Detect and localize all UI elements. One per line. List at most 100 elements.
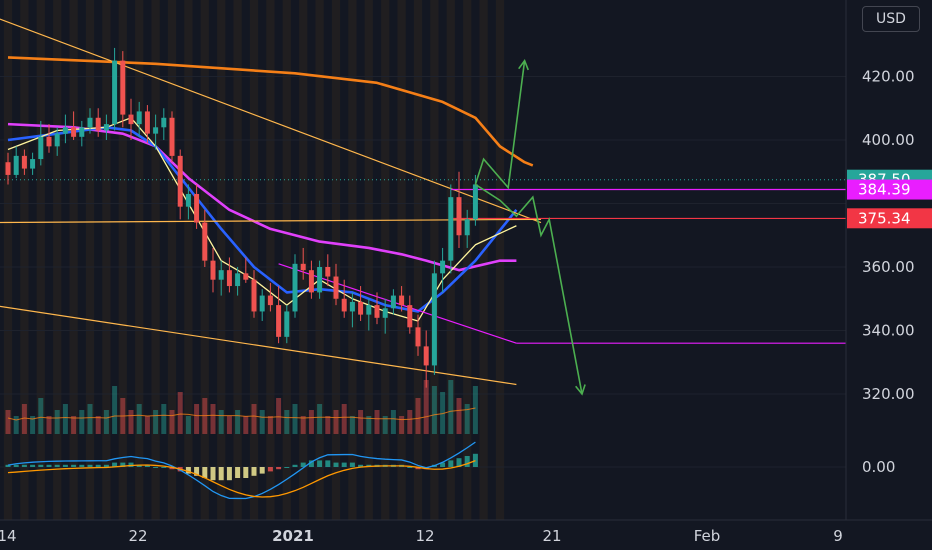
macd-histogram-bar [333,462,339,467]
macd-histogram-bar [21,464,27,467]
volume-bar [30,416,36,434]
volume-bar [423,380,429,434]
candle-body [358,301,364,315]
candle-body [103,124,109,131]
macd-histogram-bar [341,462,347,467]
candle-body [325,267,331,277]
macd-histogram-bar [112,462,118,467]
macd-histogram-bar [448,460,454,467]
price-tag-label: 375.34 [858,209,911,227]
volume-bar [177,392,183,434]
volume-bar [440,392,446,434]
macd-histogram-bar [259,467,265,474]
candle-body [390,295,396,309]
session-band [348,0,357,520]
macd-histogram-bar [202,467,208,478]
candle-body [62,127,68,134]
grid [0,76,846,468]
session-band [36,0,45,520]
macd-histogram-bar [71,464,77,467]
candle-body [112,60,118,125]
macd-histogram-bar [79,464,85,467]
candle-body [259,295,265,312]
candle-body [153,127,159,134]
price-tag [847,179,932,200]
volume-bar [87,404,93,434]
price-tick-label: 320.00 [862,385,915,403]
volume-bar [136,404,142,434]
session-band [381,0,390,520]
macd-histogram-bar [210,467,216,481]
macd-histogram-bar [194,467,200,476]
candle-body [46,136,52,147]
projection-arrows[interactable] [474,58,586,396]
candle-body [300,263,306,271]
price-axis-background[interactable] [846,0,932,520]
candle-body [292,263,298,312]
price-tick-label: 360.00 [862,258,915,276]
session-band [118,0,127,520]
time-tick-label: 12 [415,527,434,545]
macd-histogram-bar [464,456,470,467]
candle-body [374,305,380,318]
macd-histogram-bar [243,467,249,478]
session-band [430,0,439,520]
candle-body [13,155,19,175]
macd-signal-line [7,460,476,498]
volume-bar [13,416,19,434]
macd-histogram-bar [161,467,167,468]
volume-bar [46,416,52,434]
price-axis[interactable]: 420.00 400.00 360.00 340.00 320.00 0.00 [862,68,915,477]
volume-bar [341,404,347,434]
volume-bar [456,398,462,434]
volume-bar [317,404,323,434]
macd-histogram-bar [30,464,36,467]
session-band [364,0,373,520]
macd-histogram-bar [5,464,11,467]
macd-histogram-bar [317,460,323,467]
macd-histogram-bar [300,462,306,467]
volume-bar [226,416,232,434]
macd-histogram-bar [456,458,462,467]
time-axis[interactable]: 14 22 2021 12 21 Feb 9 [0,527,843,545]
candle-body [349,301,355,312]
currency-button[interactable]: USD [862,6,920,32]
session-band [3,0,13,520]
candle-body [448,197,454,261]
candle-body [399,295,405,306]
volume-bar [407,410,413,434]
volume-bar [169,410,175,434]
volume-bar [276,398,282,434]
time-tick-label: 14 [0,527,17,545]
session-band [184,0,193,520]
macd-histogram-bar [153,467,159,468]
macd-histogram-bar [284,467,290,468]
volume-bar [79,410,85,434]
candle-body [194,193,200,223]
session-band [135,0,144,520]
volume-bar [333,410,339,434]
volume-bar [235,410,241,434]
candle-body [235,273,241,287]
candle-body [54,133,60,147]
trendline [0,305,517,386]
volume-bar [38,398,44,434]
session-band [331,0,341,520]
candles [5,47,478,388]
macd-histogram-bar [407,467,413,468]
macd-histogram-bar [440,462,446,467]
candle-body [136,111,142,125]
candle-body [415,327,421,347]
volume-pane [5,380,478,434]
price-tick-label: 420.00 [862,68,915,86]
volume-bar [366,416,372,434]
time-tick-label: 9 [833,527,843,545]
trendline [0,18,542,224]
time-tick-label: 21 [542,527,561,545]
time-tick-label: 22 [128,527,147,545]
volume-bar [103,410,109,434]
drawings[interactable] [0,10,861,386]
macd-histogram-bar [308,460,314,467]
volume-bar [464,404,470,434]
